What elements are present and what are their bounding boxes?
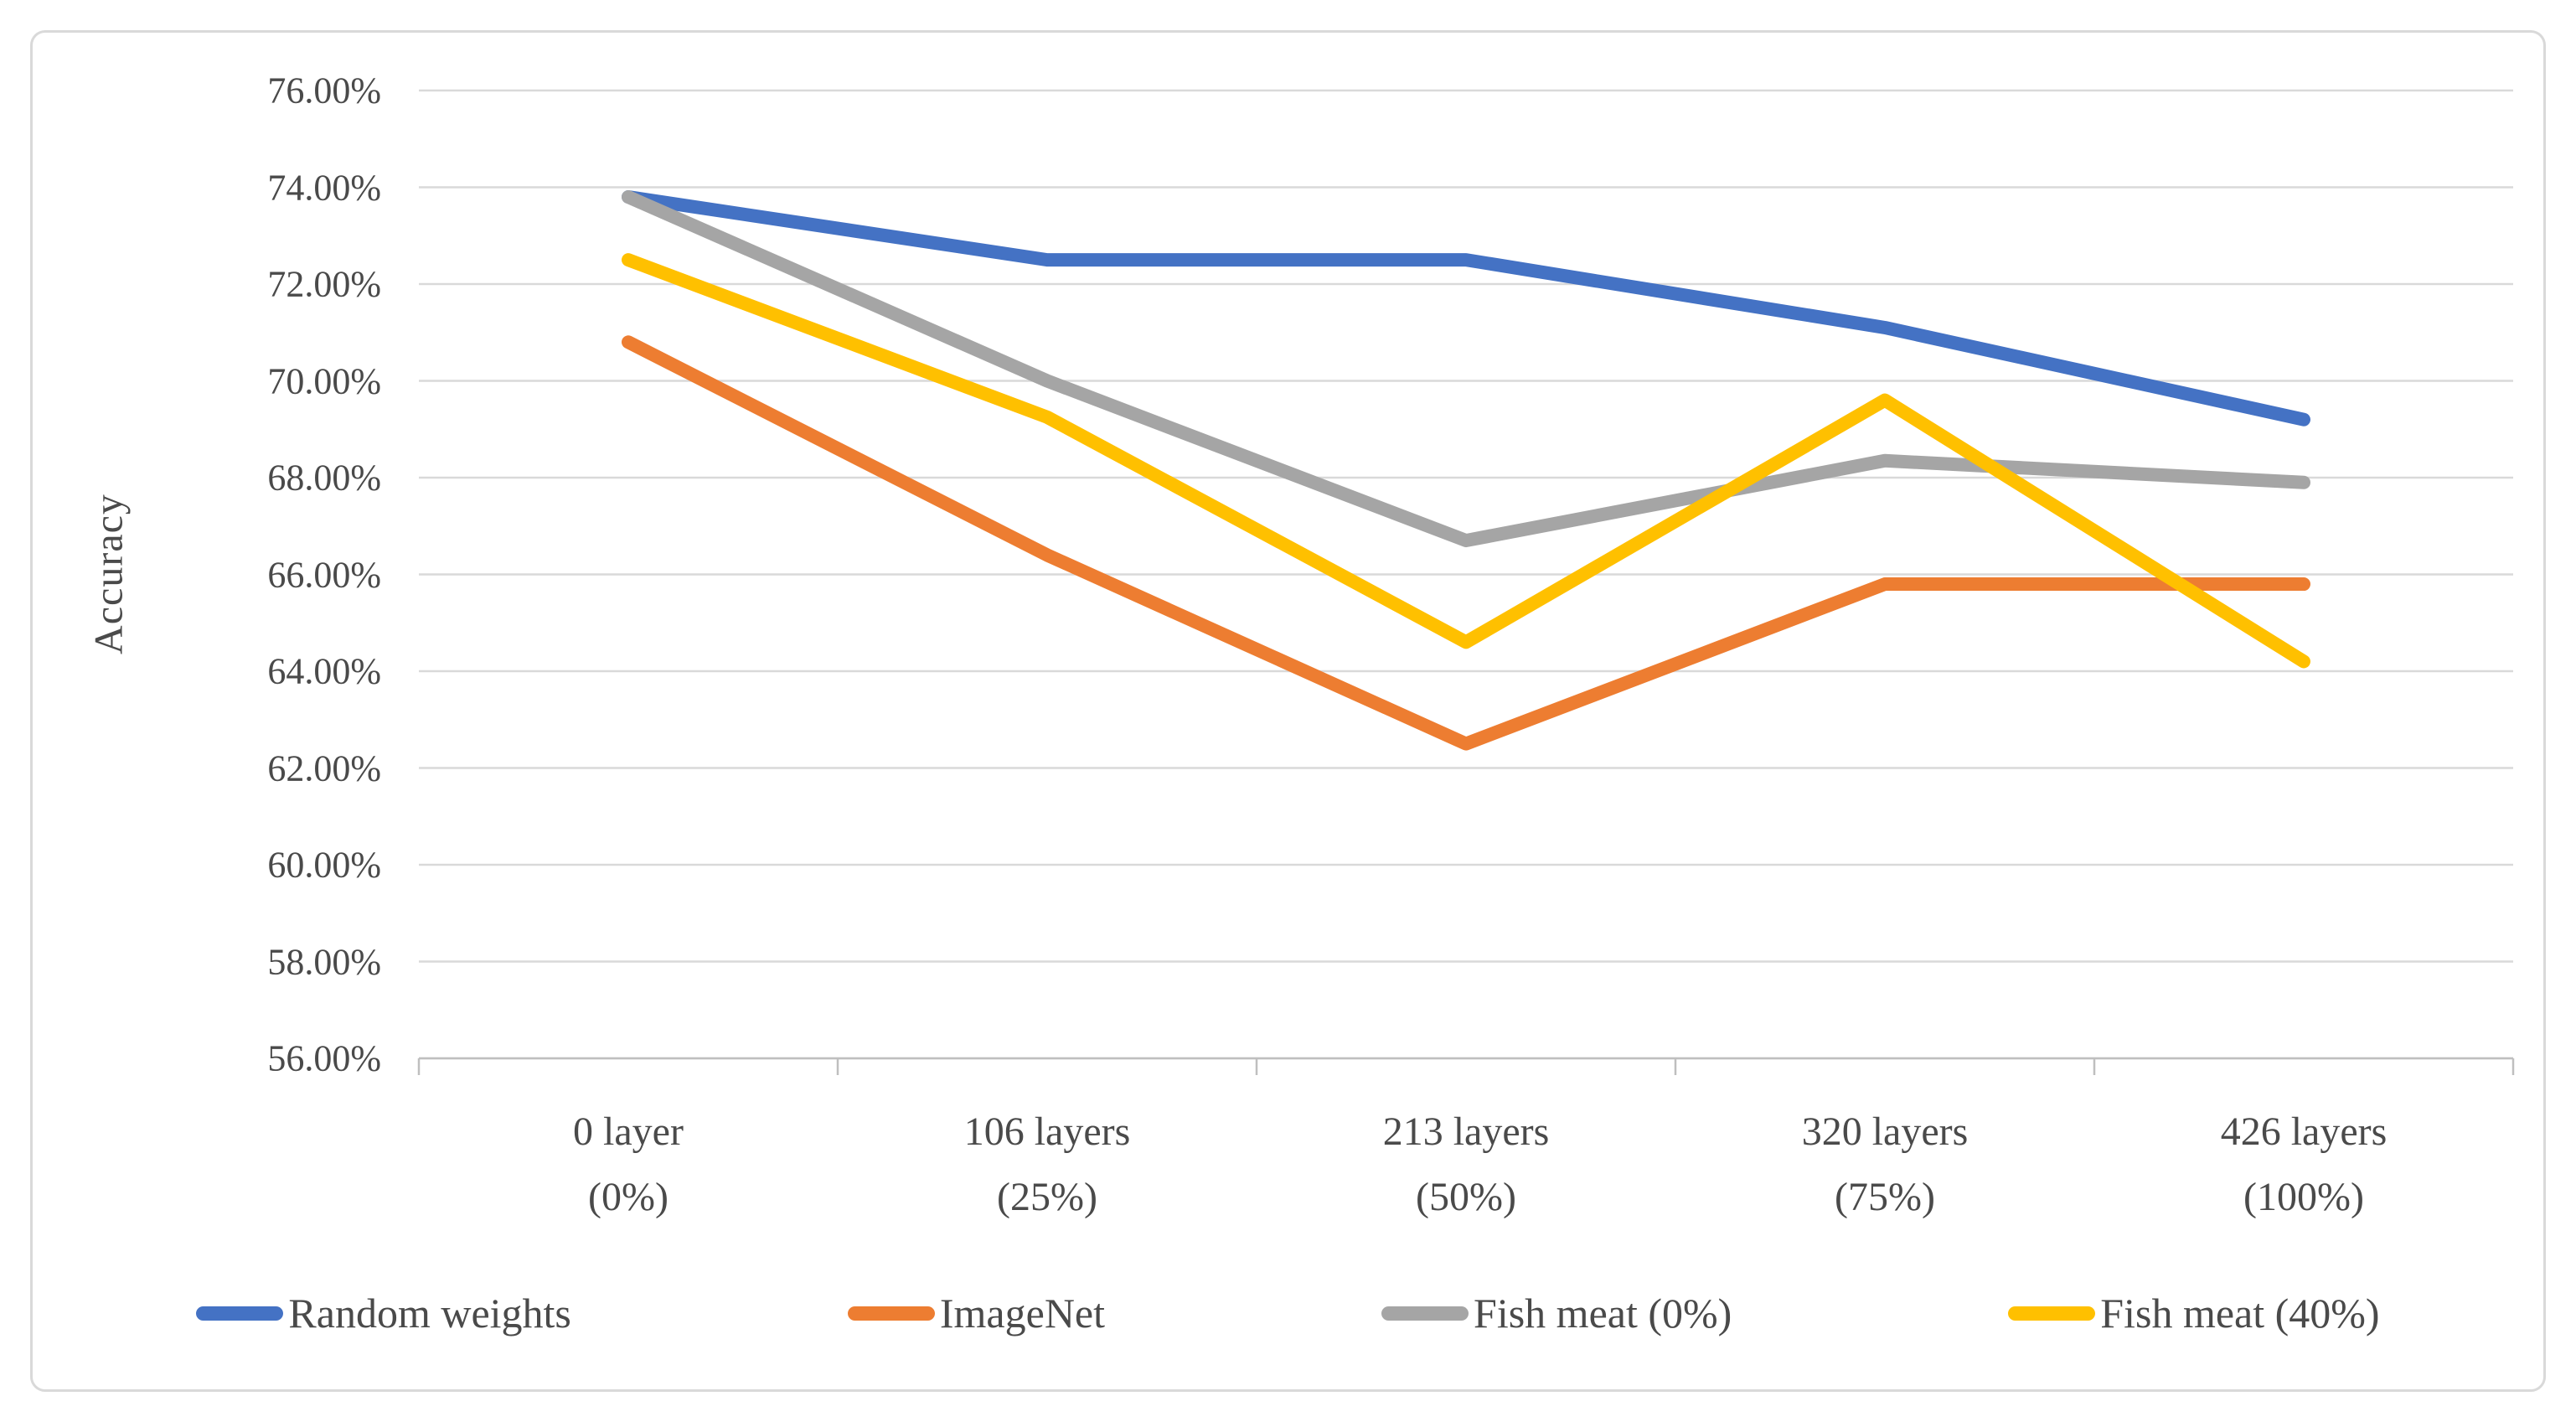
y-tick-label: 60.00% [267, 844, 381, 886]
y-tick-label: 62.00% [267, 747, 381, 789]
x-category-label-line2: (75%) [1835, 1175, 1935, 1219]
x-category-label-line2: (0%) [588, 1175, 669, 1219]
chart-legend: Random weights ImageNet Fish meat (0%) Fish… [50, 1289, 2526, 1337]
legend-item-fish-meat-40: Fish meat (40%) [2008, 1289, 2380, 1337]
series-lines-group [622, 190, 2310, 751]
x-category-label-line1: 0 layer [573, 1109, 684, 1154]
x-category-label-line1: 320 layers [1801, 1109, 1969, 1154]
x-category-label: 320 layers (75%) [1667, 1099, 2103, 1230]
legend-label: Fish meat (0%) [1474, 1290, 1732, 1337]
legend-swatch-fish-meat-40 [2008, 1306, 2096, 1321]
y-tick-label: 64.00% [267, 650, 381, 692]
series-line-fish-meat-0 [622, 190, 2310, 548]
legend-label: ImageNet [939, 1290, 1106, 1337]
series-line-random-weights [622, 190, 2310, 427]
x-category-label-line2: (25%) [997, 1175, 1097, 1219]
x-category-label-line2: (50%) [1416, 1175, 1516, 1219]
x-category-label: 426 layers (100%) [2086, 1099, 2522, 1230]
x-category-label: 106 layers (25%) [829, 1099, 1265, 1230]
axes-group [417, 1057, 2515, 1075]
legend-label: Random weights [288, 1290, 571, 1337]
series-line-fish-meat-40 [622, 253, 2310, 669]
series-line-imagenet [622, 335, 2310, 751]
y-tick-label: 70.00% [267, 360, 381, 401]
x-category-label-line2: (100%) [2243, 1175, 2364, 1219]
y-tick-label: 76.00% [267, 70, 381, 111]
y-tick-label: 56.00% [267, 1037, 381, 1079]
y-tick-label: 66.00% [267, 554, 381, 595]
x-category-label-line1: 106 layers [963, 1109, 1131, 1154]
legend-item-fish-meat-0: Fish meat (0%) [1381, 1289, 1732, 1337]
x-category-label: 0 layer (0%) [410, 1099, 846, 1230]
y-tick-label: 58.00% [267, 941, 381, 982]
y-tick-label: 72.00% [267, 263, 381, 305]
legend-swatch-imagenet [847, 1306, 935, 1321]
y-tick-label: 74.00% [267, 167, 381, 208]
x-category-label-line1: 213 layers [1382, 1109, 1550, 1154]
legend-label: Fish meat (40%) [2100, 1290, 2380, 1337]
x-category-label: 213 layers (50%) [1248, 1099, 1684, 1230]
legend-item-random-weights: Random weights [196, 1289, 571, 1337]
legend-swatch-fish-meat-0 [1381, 1306, 1469, 1321]
y-tick-label: 68.00% [267, 457, 381, 499]
x-category-label-line1: 426 layers [2220, 1109, 2388, 1154]
legend-item-imagenet: ImageNet [847, 1289, 1106, 1337]
legend-swatch-random-weights [196, 1306, 284, 1321]
